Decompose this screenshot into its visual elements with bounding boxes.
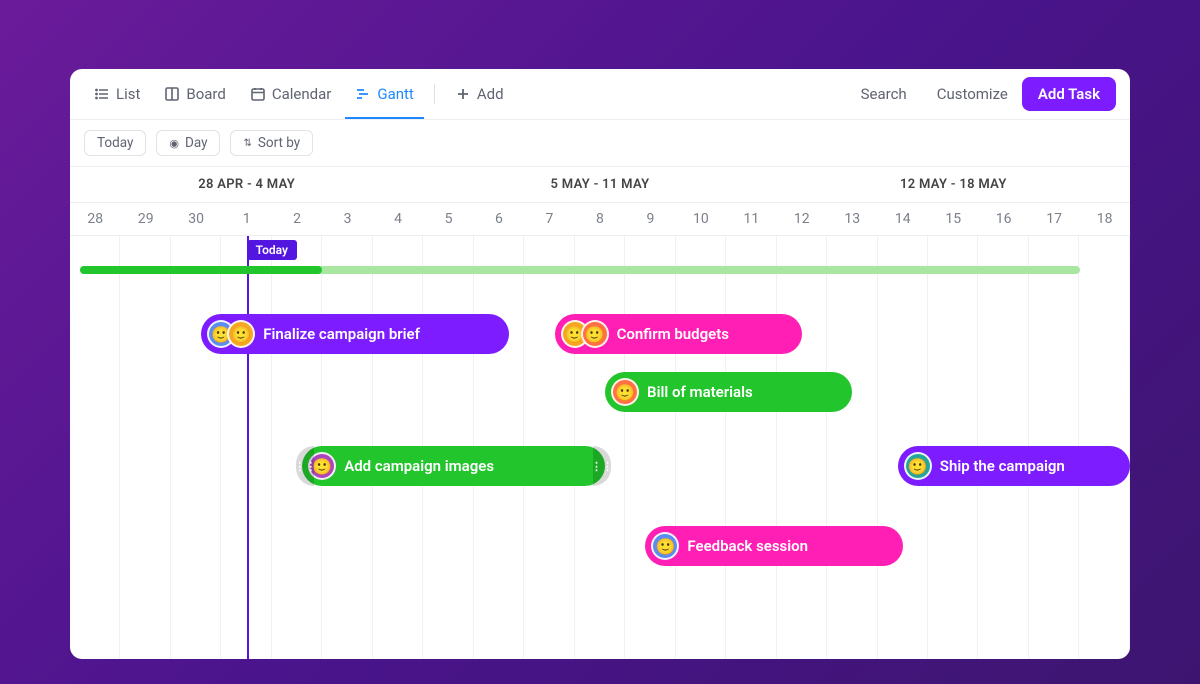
tab-label: Gantt [377, 85, 413, 103]
day-label: 16 [978, 203, 1028, 235]
day-label: 29 [120, 203, 170, 235]
day-label: 3 [322, 203, 372, 235]
granularity-icon: ◉ [169, 137, 179, 150]
task-ship[interactable]: 🙂 Ship the campaign [898, 446, 1130, 486]
add-task-button[interactable]: Add Task [1022, 77, 1116, 111]
tab-board[interactable]: Board [154, 79, 235, 109]
divider [434, 84, 435, 104]
task-avatars: 🙂 [904, 452, 932, 480]
tab-add-view[interactable]: Add [445, 79, 514, 109]
today-badge: Today [247, 240, 297, 260]
week-label: 28 APR - 4 MAY [70, 167, 423, 202]
task-avatars: 🙂🙂 [561, 320, 609, 348]
task-budgets[interactable]: 🙂🙂 Confirm budgets [555, 314, 802, 354]
plus-icon [455, 86, 471, 102]
pill-label: Sort by [258, 135, 300, 151]
day-label: 11 [726, 203, 776, 235]
tab-list[interactable]: List [84, 79, 150, 109]
list-icon [94, 86, 110, 102]
task-finalize[interactable]: 🙂🙂 Finalize campaign brief [201, 314, 509, 354]
day-label: 12 [777, 203, 827, 235]
today-button[interactable]: Today [84, 130, 146, 156]
day-header: 282930123456789101112131415161718 [70, 203, 1130, 236]
tab-label: Add [477, 85, 504, 103]
task-feedback[interactable]: 🙂 Feedback session [645, 526, 902, 566]
day-label: 14 [878, 203, 928, 235]
day-label: 1 [221, 203, 271, 235]
calendar-icon [250, 86, 266, 102]
task-avatars: 🙂 [611, 378, 639, 406]
day-label: 5 [423, 203, 473, 235]
button-label: Search [861, 85, 907, 103]
tab-label: Calendar [272, 85, 332, 103]
sort-button[interactable]: ⇅ Sort by [230, 130, 313, 156]
avatar: 🙂 [651, 532, 679, 560]
tab-gantt[interactable]: Gantt [345, 79, 423, 109]
day-label: 18 [1079, 203, 1129, 235]
avatar: 🙂 [904, 452, 932, 480]
day-label: 15 [928, 203, 978, 235]
app-window: List Board Calendar Gantt Add [70, 69, 1130, 659]
button-label: Add Task [1038, 85, 1100, 103]
task-label: Ship the campaign [940, 457, 1065, 475]
tab-label: List [116, 85, 140, 103]
avatar: 🙂 [581, 320, 609, 348]
task-bom[interactable]: 🙂 Bill of materials [605, 372, 852, 412]
tab-calendar[interactable]: Calendar [240, 79, 342, 109]
day-label: 30 [171, 203, 221, 235]
task-images[interactable]: 🙂Add campaign images⋮⋮⋮⋮ [302, 446, 605, 486]
day-label: 8 [575, 203, 625, 235]
button-label: Customize [937, 85, 1008, 103]
today-line [247, 236, 249, 659]
day-label: 4 [373, 203, 423, 235]
task-label: Finalize campaign brief [263, 325, 420, 343]
sort-icon: ⇅ [243, 138, 251, 149]
week-label: 12 MAY - 18 MAY [777, 167, 1130, 202]
task-avatars: 🙂 [651, 532, 679, 560]
avatar: 🙂 [227, 320, 255, 348]
granularity-selector[interactable]: ◉ Day [156, 130, 220, 156]
task-label: Confirm budgets [617, 325, 729, 343]
day-label: 13 [827, 203, 877, 235]
avatar: 🙂 [611, 378, 639, 406]
task-avatars: 🙂🙂 [207, 320, 255, 348]
week-label: 5 MAY - 11 MAY [423, 167, 776, 202]
day-label: 10 [676, 203, 726, 235]
day-label: 7 [524, 203, 574, 235]
gantt-chart[interactable]: Today🙂🙂Finalize campaign brief🙂🙂Confirm … [70, 236, 1130, 659]
day-label: 2 [272, 203, 322, 235]
pill-label: Day [185, 135, 208, 151]
overall-progress-done [80, 266, 322, 274]
tab-label: Board [186, 85, 225, 103]
week-header: 28 APR - 4 MAY5 MAY - 11 MAY12 MAY - 18 … [70, 167, 1130, 203]
day-label: 6 [474, 203, 524, 235]
day-label: 9 [625, 203, 675, 235]
day-label: 28 [70, 203, 120, 235]
search-button[interactable]: Search [845, 79, 917, 109]
task-label: Feedback session [687, 537, 808, 555]
task-label: Bill of materials [647, 383, 753, 401]
task-label: Add campaign images [344, 457, 494, 475]
gantt-icon [355, 86, 371, 102]
board-icon [164, 86, 180, 102]
gantt-filters: Today ◉ Day ⇅ Sort by [70, 120, 1130, 167]
customize-button[interactable]: Customize [921, 79, 1018, 109]
day-label: 17 [1029, 203, 1079, 235]
pill-label: Today [97, 135, 133, 151]
view-tabs: List Board Calendar Gantt Add [70, 69, 1130, 120]
